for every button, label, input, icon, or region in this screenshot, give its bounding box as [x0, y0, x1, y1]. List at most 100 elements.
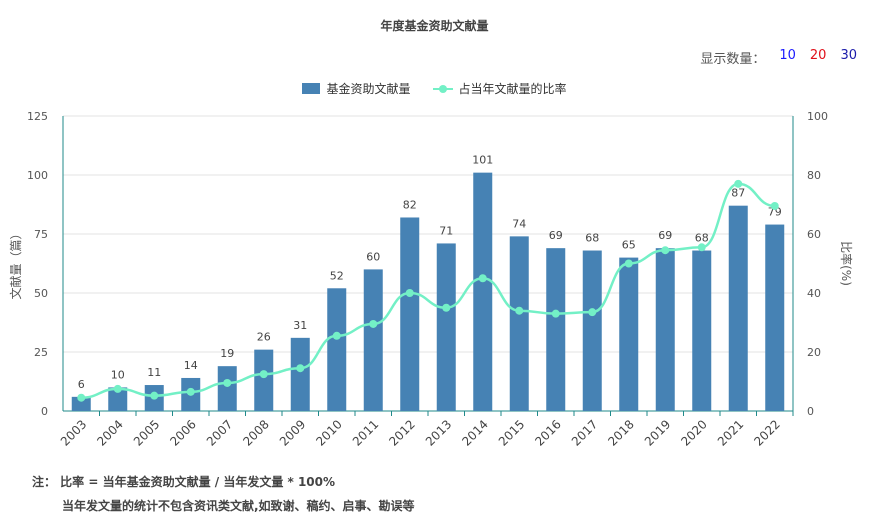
legend-item-bar-series[interactable]: 基金资助文献量	[302, 80, 411, 97]
x-tick-label: 2003	[58, 417, 89, 448]
x-tick-label: 2018	[605, 417, 636, 448]
legend-item-line-series[interactable]: 占当年文献量的比率	[432, 80, 567, 97]
note-formula: 注： 比率 = 当年基金资助文献量 / 当年发文量 * 100%	[32, 475, 336, 489]
x-tick-label: 2015	[496, 417, 527, 448]
bar-value-label: 52	[330, 269, 344, 282]
bar	[436, 243, 456, 411]
bar-value-label: 87	[731, 187, 745, 200]
display-count-option-30[interactable]: 30	[840, 48, 857, 63]
bar	[582, 250, 602, 411]
y-tick-label: 0	[41, 405, 48, 418]
bar-value-label: 71	[439, 224, 453, 237]
ratio-point	[478, 274, 487, 283]
y2-tick-label: 40	[807, 287, 821, 300]
bar-value-label: 68	[585, 232, 599, 245]
bar-value-label: 82	[403, 198, 417, 211]
ratio-point	[113, 384, 122, 393]
ratio-point	[661, 246, 670, 255]
legend-line-swatch	[432, 84, 453, 93]
display-count-option-10[interactable]: 10	[779, 48, 796, 63]
bar	[765, 224, 785, 411]
y2-tick-label: 80	[807, 169, 821, 182]
ratio-point	[770, 201, 779, 210]
x-tick-label: 2019	[642, 417, 673, 448]
display-count-option-20[interactable]: 20	[809, 48, 827, 63]
y-axis-title: 文献量（篇）	[8, 227, 23, 299]
bar-value-label: 65	[622, 239, 636, 252]
y-tick-label: 50	[34, 287, 48, 300]
y2-axis-title: 比率(%)	[839, 241, 854, 286]
bar	[327, 288, 347, 411]
bar	[71, 396, 91, 411]
ratio-point	[296, 364, 305, 373]
bar	[509, 236, 529, 411]
x-tick-label: 2012	[386, 417, 417, 448]
ratio-point	[551, 309, 560, 318]
bar-value-label: 79	[768, 206, 782, 219]
bar-value-label: 14	[184, 359, 198, 372]
bar-value-label: 10	[111, 368, 125, 381]
y-tick-label: 75	[34, 228, 48, 241]
ratio-point	[186, 387, 195, 396]
x-tick-label: 2004	[94, 417, 125, 448]
bar	[217, 366, 237, 411]
x-tick-label: 2008	[240, 417, 271, 448]
bar	[546, 248, 566, 411]
x-tick-label: 2005	[131, 417, 162, 448]
legend-bar-label: 基金资助文献量	[326, 82, 411, 96]
y-tick-label: 100	[27, 169, 48, 182]
chart-legend: 基金资助文献量 占当年文献量的比率	[0, 80, 869, 97]
x-tick-label: 2013	[423, 417, 454, 448]
bar	[619, 257, 639, 411]
bar-value-label: 68	[695, 232, 709, 245]
ratio-point	[624, 259, 633, 268]
x-tick-label: 2009	[277, 417, 308, 448]
x-tick-label: 2020	[678, 417, 709, 448]
chart-title: 年度基金资助文献量	[380, 19, 489, 33]
ratio-point	[588, 308, 597, 317]
y2-tick-label: 60	[807, 228, 821, 241]
ratio-point	[734, 179, 743, 188]
bar-value-label: 19	[220, 347, 234, 360]
bar	[728, 205, 748, 411]
bar	[692, 250, 712, 411]
bar	[400, 217, 420, 411]
ratio-point	[515, 306, 524, 315]
bar-value-label: 11	[147, 366, 161, 379]
ratio-point	[697, 243, 706, 252]
y2-tick-label: 0	[807, 405, 814, 418]
bar-value-label: 69	[658, 229, 672, 242]
ratio-point	[150, 391, 159, 400]
ratio-point	[332, 331, 341, 340]
bar	[290, 337, 310, 411]
display-count-switch: 显示数量： 10 20 30	[700, 48, 857, 67]
y-tick-label: 125	[27, 110, 48, 123]
ratio-point	[405, 289, 414, 297]
ratio-point	[369, 319, 378, 328]
bar-value-label: 69	[549, 229, 563, 242]
display-count-label: 显示数量：	[700, 52, 766, 67]
y-tick-label: 25	[34, 346, 48, 359]
x-tick-label: 2011	[350, 417, 381, 448]
bar	[473, 172, 493, 411]
x-tick-label: 2022	[751, 417, 782, 448]
ratio-point	[442, 303, 451, 312]
bar-value-label: 26	[257, 331, 271, 344]
bar	[108, 387, 128, 411]
bar-value-label: 31	[293, 319, 307, 332]
x-tick-label: 2010	[313, 417, 344, 448]
x-tick-label: 2021	[715, 417, 746, 448]
bar-value-label: 101	[472, 154, 493, 167]
bar	[655, 248, 675, 411]
bar-value-label: 6	[78, 378, 85, 391]
bar-value-label: 60	[366, 250, 380, 263]
legend-line-label: 占当年文献量的比率	[458, 82, 567, 96]
x-tick-label: 2016	[532, 417, 563, 448]
ratio-point	[259, 370, 268, 379]
x-tick-label: 2017	[569, 417, 600, 448]
y2-tick-label: 20	[807, 346, 821, 359]
bar-value-label: 74	[512, 217, 526, 230]
bar	[254, 349, 274, 411]
ratio-point	[223, 378, 232, 387]
